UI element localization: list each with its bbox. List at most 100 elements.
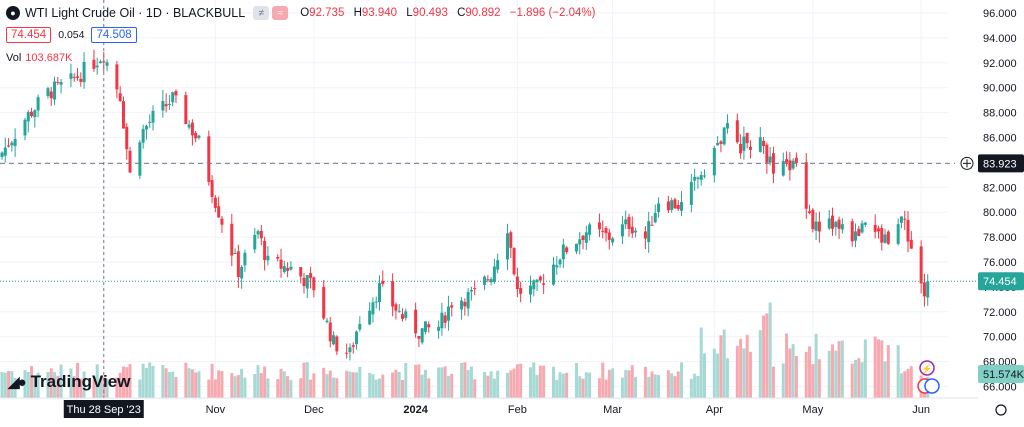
candle-body bbox=[328, 322, 332, 342]
volume-bar bbox=[670, 373, 674, 398]
candle-body bbox=[394, 304, 398, 311]
candle-body bbox=[220, 218, 224, 225]
volume-bar bbox=[187, 368, 191, 398]
volume-bar bbox=[312, 373, 316, 398]
volume-bar bbox=[404, 362, 408, 398]
candle-body bbox=[712, 147, 716, 176]
candle-body bbox=[791, 160, 795, 169]
volume-bar bbox=[601, 362, 605, 398]
volume-bar bbox=[597, 378, 601, 398]
candle-body bbox=[680, 202, 684, 211]
candle-body bbox=[506, 233, 510, 260]
volume-bar bbox=[92, 379, 96, 398]
volume-bar bbox=[144, 368, 148, 398]
candle-body bbox=[512, 247, 516, 275]
candle-body bbox=[532, 280, 536, 290]
sell-price-button[interactable]: 74.454 bbox=[6, 27, 52, 43]
volume-bar bbox=[473, 379, 477, 398]
change-value: −1.896 (−2.04%) bbox=[509, 7, 596, 19]
brand-name: TradingView bbox=[30, 372, 131, 391]
candle-body bbox=[886, 231, 890, 244]
volume-bar bbox=[49, 368, 53, 398]
volume-bar bbox=[443, 366, 447, 398]
candle-body bbox=[588, 224, 592, 235]
volume-bar bbox=[840, 340, 844, 398]
volume-bar bbox=[584, 372, 588, 398]
volume-bar bbox=[725, 358, 729, 398]
lightning-glyph: ⚡ bbox=[921, 363, 932, 375]
volume-bar bbox=[279, 368, 283, 398]
candle-body bbox=[276, 257, 280, 259]
volume-bar bbox=[259, 373, 263, 398]
candle-body bbox=[141, 128, 145, 143]
volume-bar bbox=[876, 339, 880, 398]
candle-body bbox=[742, 136, 746, 151]
volume-bar bbox=[676, 371, 680, 398]
candle-body bbox=[95, 65, 99, 68]
candle-body bbox=[758, 137, 762, 152]
candle-body bbox=[144, 125, 148, 130]
volume-bar bbox=[873, 336, 877, 398]
x-tick-label: Apr bbox=[706, 404, 723, 416]
volume-bar bbox=[141, 363, 145, 398]
volume-bar bbox=[607, 369, 611, 398]
candle-body bbox=[620, 224, 624, 237]
volume-bar bbox=[10, 371, 14, 398]
volume-bar bbox=[309, 379, 313, 398]
candle-body bbox=[909, 239, 913, 249]
volume-bar bbox=[555, 379, 559, 398]
volume-bar bbox=[742, 348, 746, 398]
candle-body bbox=[187, 124, 191, 128]
candle-body bbox=[650, 224, 654, 226]
last-price-box bbox=[978, 272, 1024, 291]
candle-body bbox=[702, 175, 706, 177]
volume-bar bbox=[791, 344, 795, 398]
candle-body bbox=[817, 221, 821, 232]
candle-body bbox=[781, 161, 785, 176]
candle-body bbox=[538, 276, 542, 281]
volume-bar bbox=[299, 378, 303, 398]
volume-bar bbox=[236, 375, 240, 398]
candle-body bbox=[207, 136, 211, 182]
candle-body bbox=[125, 126, 129, 150]
candle-body bbox=[30, 111, 34, 117]
candle-body bbox=[128, 150, 132, 173]
high-label: H bbox=[353, 7, 362, 19]
volume-bar bbox=[673, 376, 677, 398]
candle-body bbox=[414, 309, 418, 334]
candle-body bbox=[804, 162, 808, 209]
candle-body bbox=[883, 234, 887, 243]
volume-bar bbox=[558, 372, 562, 398]
candle-body bbox=[151, 110, 155, 123]
candle-body bbox=[551, 264, 555, 285]
candle-body bbox=[880, 228, 884, 243]
y-tick-label: 90.000 bbox=[983, 83, 1017, 95]
volume-bar bbox=[427, 378, 431, 398]
candle-body bbox=[745, 132, 749, 144]
candle-body bbox=[381, 280, 385, 285]
candle-body bbox=[443, 315, 447, 323]
volume-bar bbox=[213, 379, 217, 398]
tradingview-logo[interactable]: ◢● TradingView bbox=[8, 372, 130, 392]
candle-body bbox=[597, 222, 601, 230]
volume-bar bbox=[650, 371, 654, 398]
candle-body bbox=[312, 277, 316, 291]
volume-bar bbox=[174, 376, 178, 398]
compare-icon[interactable]: ≠ bbox=[253, 6, 270, 20]
volume-bar bbox=[574, 362, 578, 398]
volume-bar bbox=[666, 370, 670, 398]
volume-bar bbox=[56, 375, 60, 398]
volume-bar bbox=[712, 348, 716, 398]
y-tick-label: 72.000 bbox=[983, 307, 1017, 319]
volume-bar bbox=[348, 371, 352, 398]
volume-bar bbox=[460, 362, 464, 398]
candle-body bbox=[69, 73, 73, 79]
open-value: 92.735 bbox=[309, 7, 345, 19]
buy-price-button[interactable]: 74.508 bbox=[91, 27, 137, 43]
volume-bar bbox=[220, 371, 224, 398]
settings-eq-icon[interactable]: ≈ bbox=[272, 6, 289, 20]
volume-bar bbox=[611, 368, 615, 398]
volume-bar bbox=[863, 339, 867, 398]
